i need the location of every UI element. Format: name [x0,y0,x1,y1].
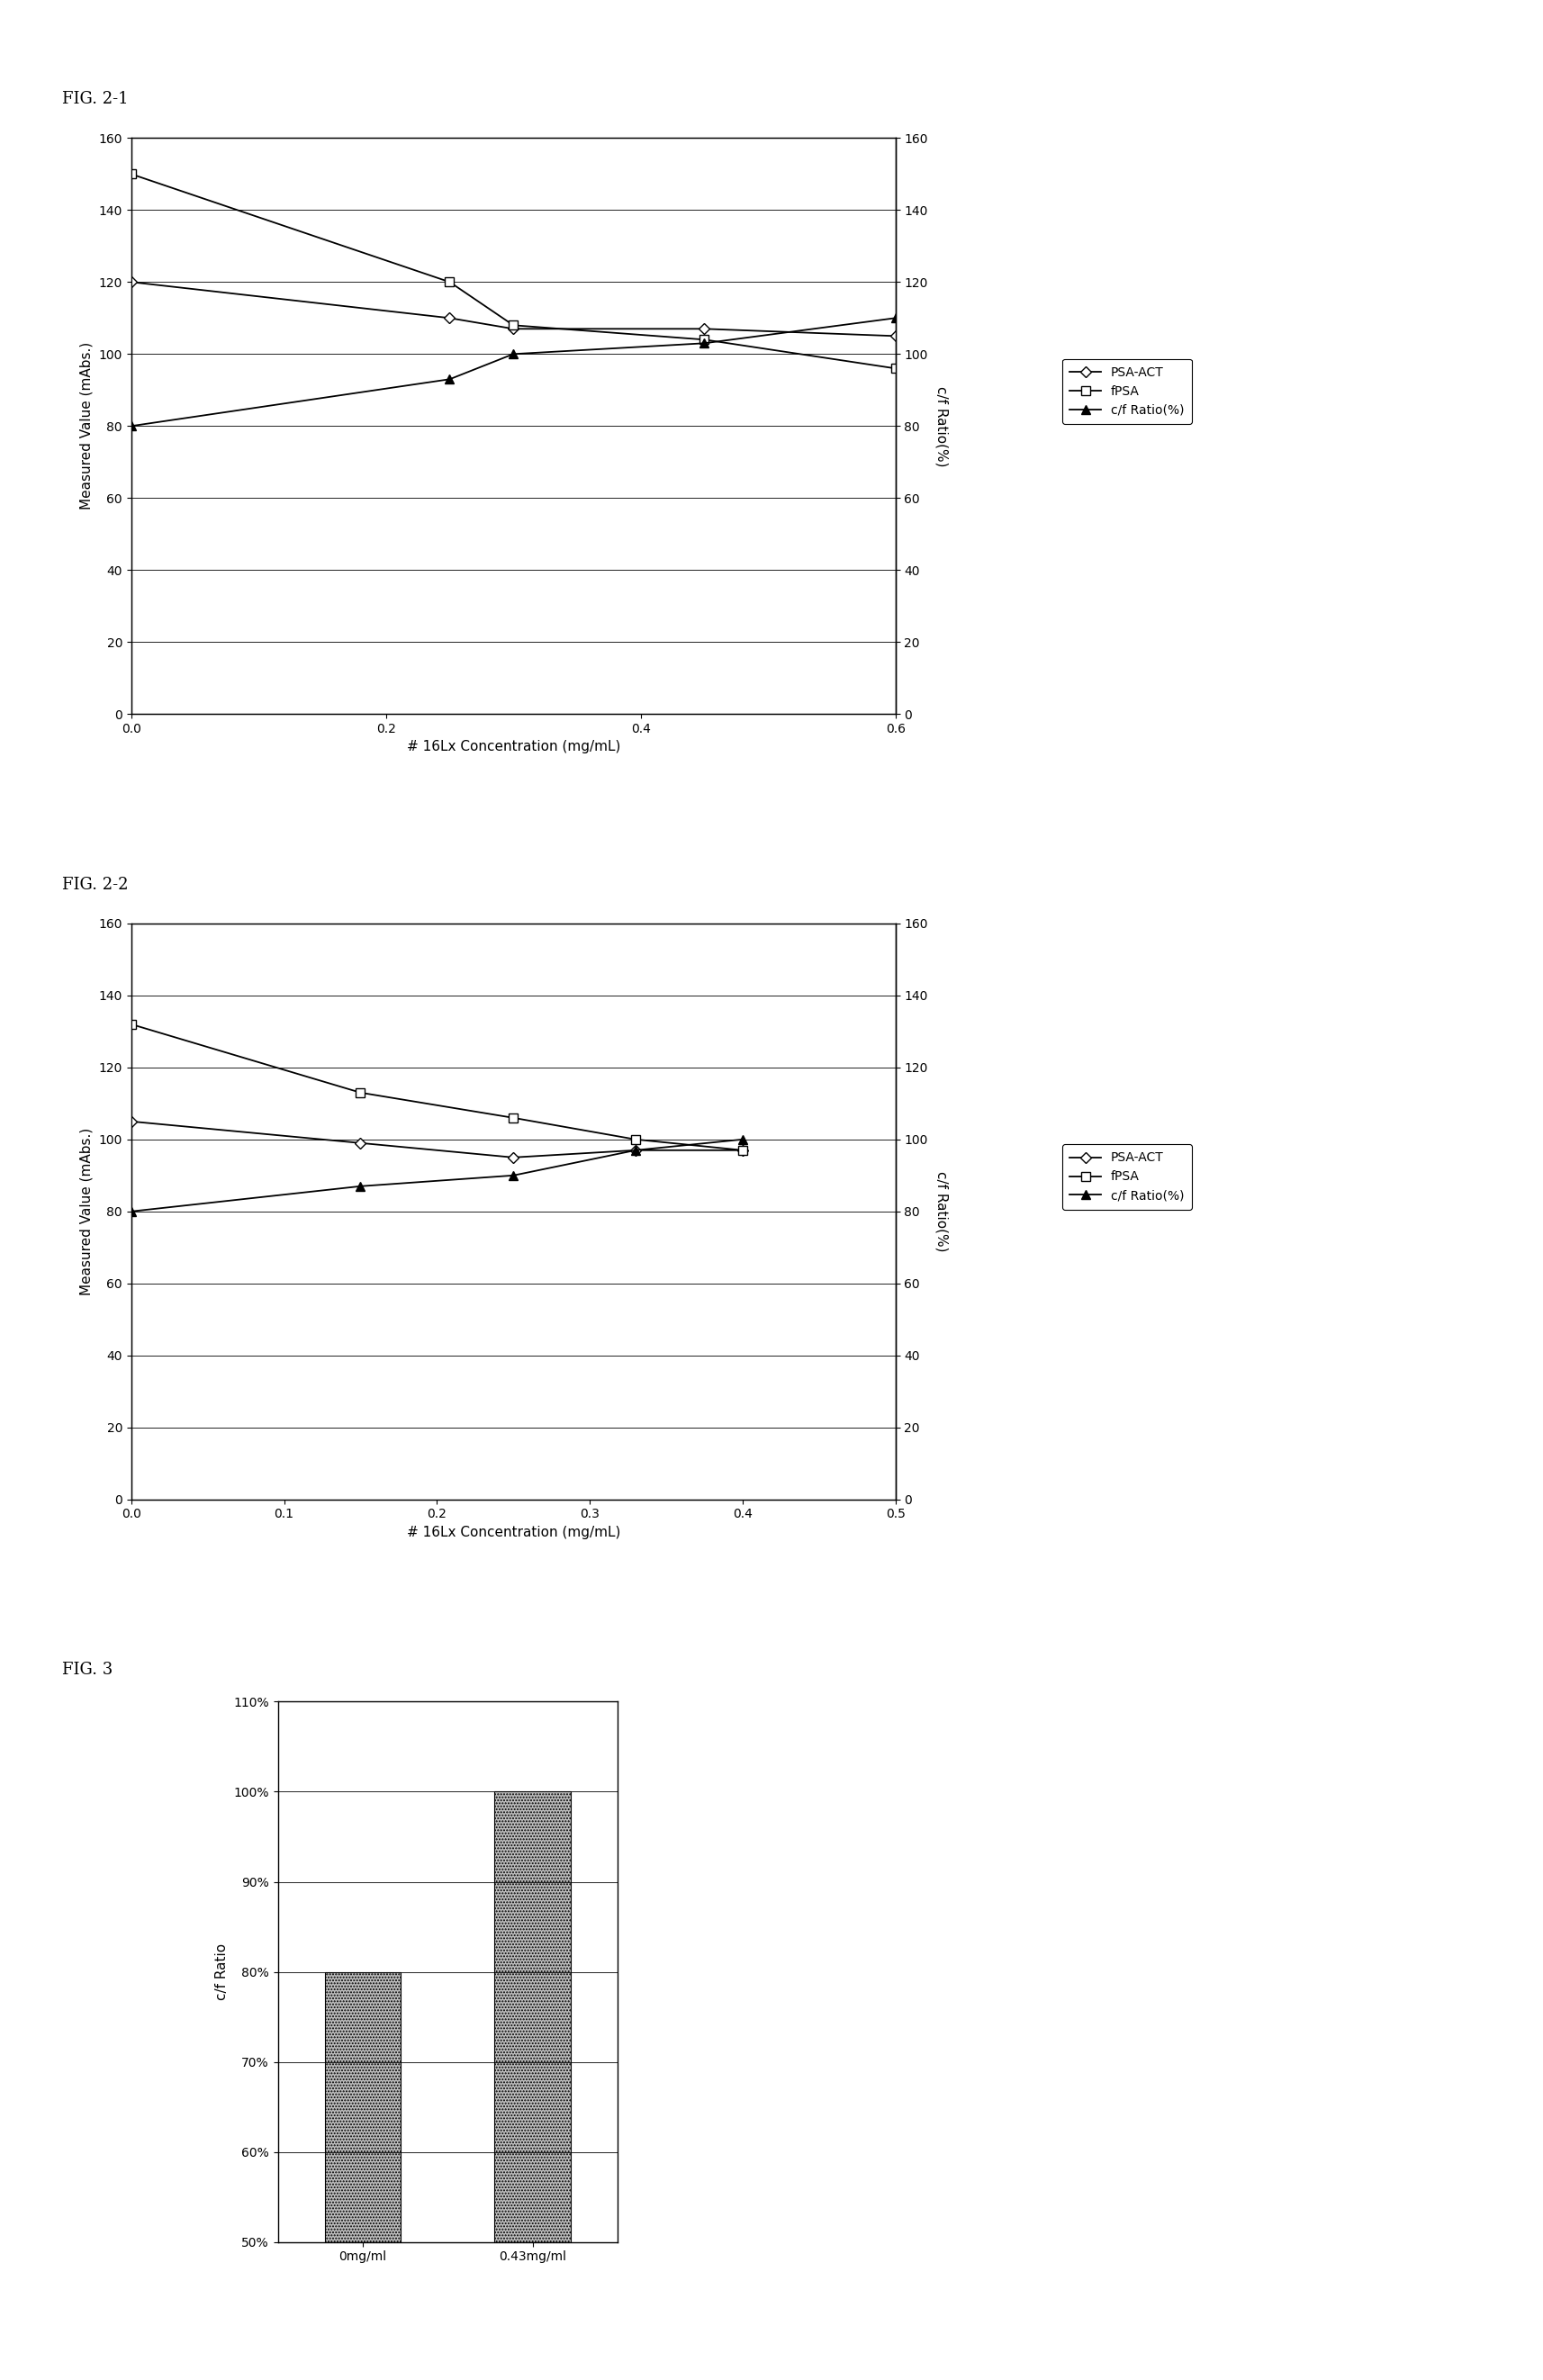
Y-axis label: c/f Ratio: c/f Ratio [214,1944,228,1999]
X-axis label: # 16Lx Concentration (mg/mL): # 16Lx Concentration (mg/mL) [406,1526,620,1540]
Y-axis label: Measured Value (mAbs.): Measured Value (mAbs.) [80,343,94,509]
Y-axis label: Measured Value (mAbs.): Measured Value (mAbs.) [80,1128,94,1295]
Text: FIG. 2-2: FIG. 2-2 [62,876,128,892]
Legend: PSA-ACT, fPSA, c/f Ratio(%): PSA-ACT, fPSA, c/f Ratio(%) [1062,359,1191,424]
Legend: PSA-ACT, fPSA, c/f Ratio(%): PSA-ACT, fPSA, c/f Ratio(%) [1062,1145,1191,1209]
Bar [324,1971,401,2242]
Text: FIG. 3: FIG. 3 [62,1661,113,1678]
Y-axis label: c/f Ratio(%): c/f Ratio(%) [934,1171,947,1252]
Y-axis label: c/f Ratio(%): c/f Ratio(%) [934,386,947,466]
X-axis label: # 16Lx Concentration (mg/mL): # 16Lx Concentration (mg/mL) [406,740,620,754]
Text: FIG. 2-1: FIG. 2-1 [62,90,128,107]
Bar [494,1792,571,2242]
